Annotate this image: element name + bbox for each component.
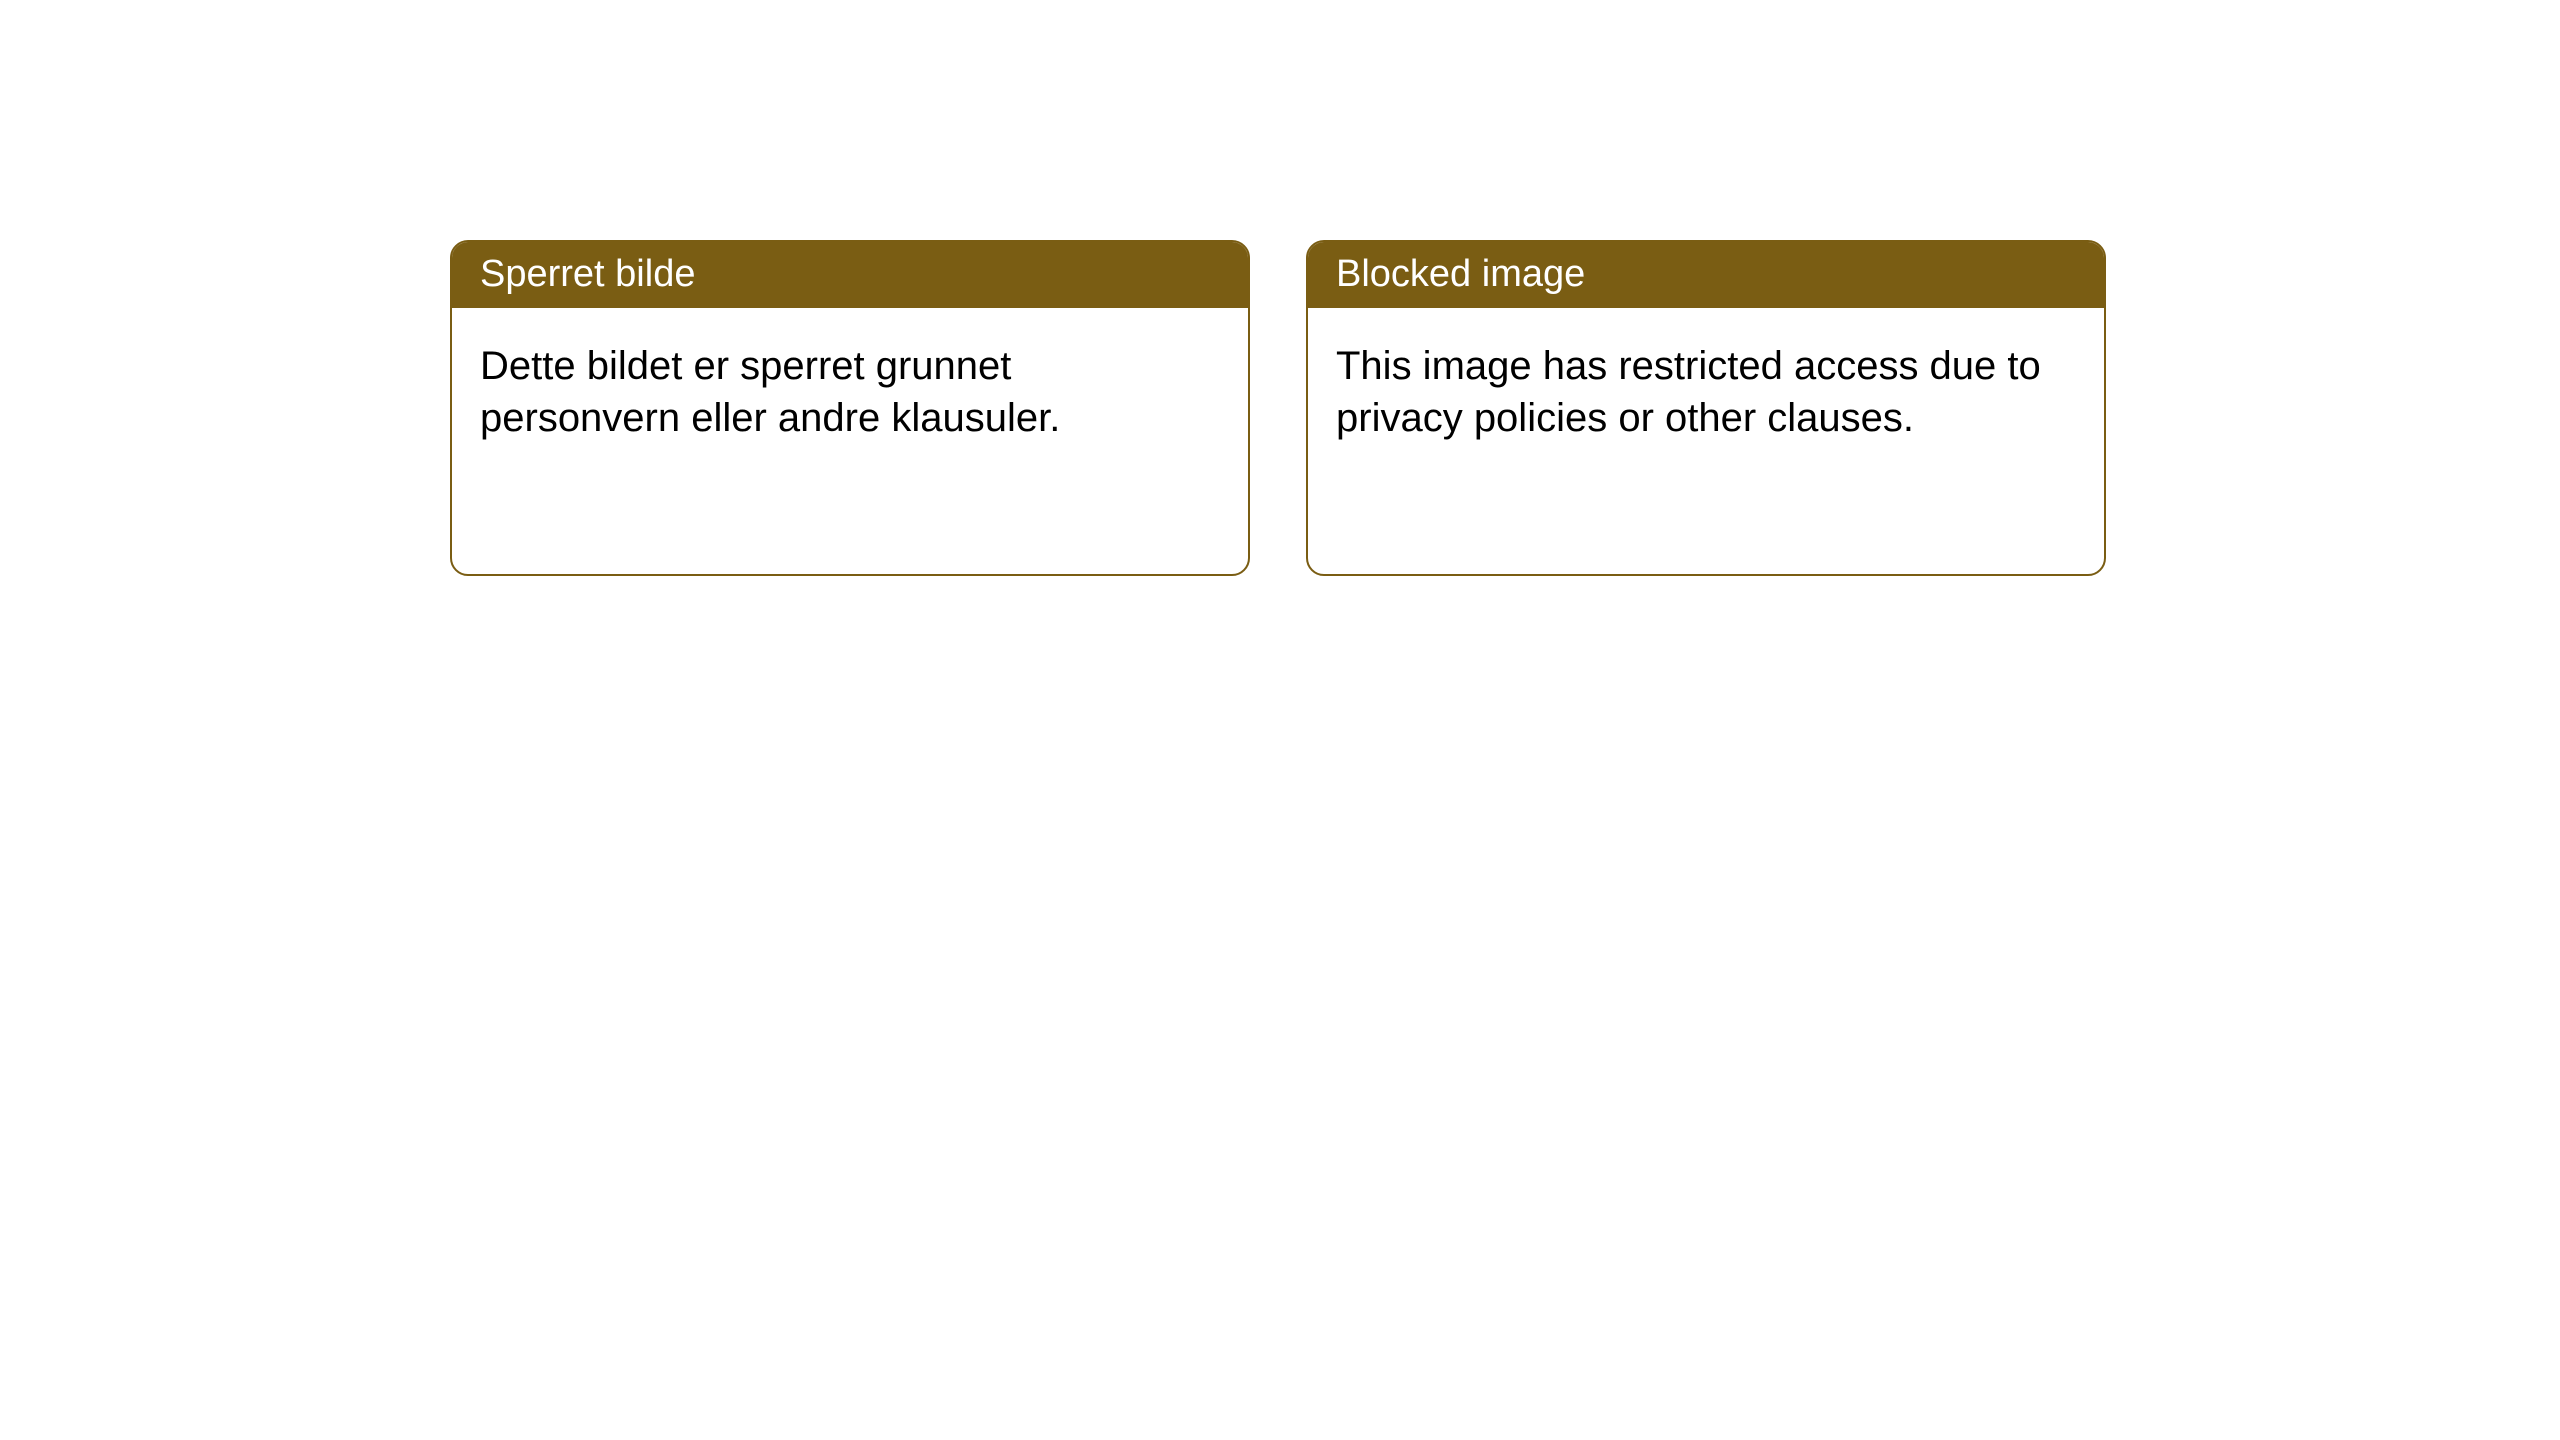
notice-body-norwegian: Dette bildet er sperret grunnet personve…: [452, 308, 1248, 478]
notice-box-english: Blocked image This image has restricted …: [1306, 240, 2106, 576]
notice-title-english: Blocked image: [1308, 242, 2104, 308]
notice-container: Sperret bilde Dette bildet er sperret gr…: [450, 240, 2106, 576]
notice-title-norwegian: Sperret bilde: [452, 242, 1248, 308]
notice-body-english: This image has restricted access due to …: [1308, 308, 2104, 478]
notice-box-norwegian: Sperret bilde Dette bildet er sperret gr…: [450, 240, 1250, 576]
